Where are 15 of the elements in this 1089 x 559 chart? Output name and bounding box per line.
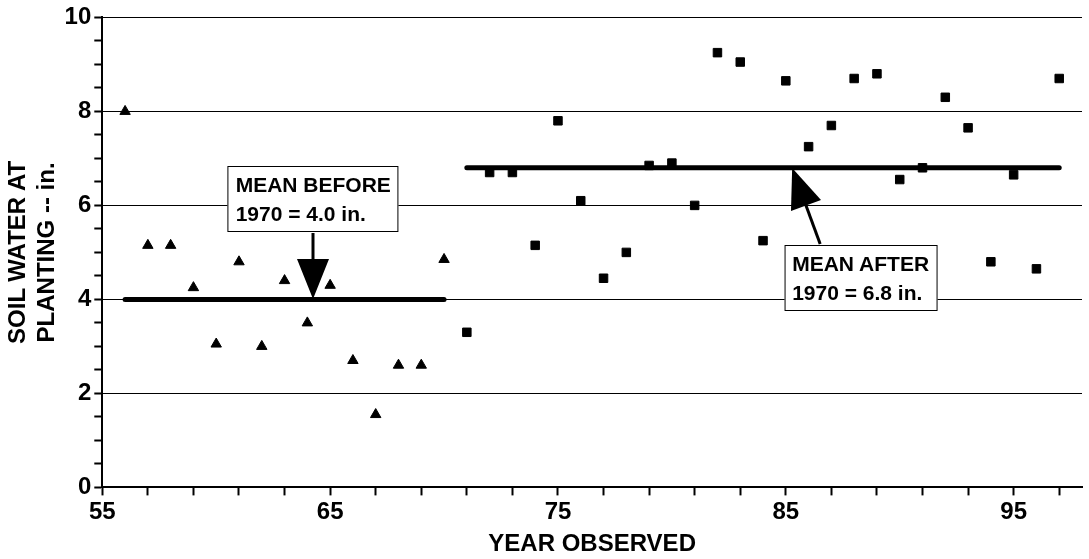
annotation: MEAN BEFORE 1970 = 4.0 in. — [227, 166, 399, 233]
y-tick-label: 10 — [64, 2, 92, 30]
y-tick-label: 2 — [77, 378, 92, 406]
x-axis-title: YEAR OBSERVED — [488, 529, 696, 557]
x-tick-label: 95 — [1000, 497, 1027, 525]
y-tick-label: 8 — [77, 96, 92, 124]
y-tick-label: 0 — [77, 472, 92, 500]
y-tick-label: 6 — [77, 190, 92, 218]
annotation: MEAN AFTER 1970 = 6.8 in. — [784, 244, 938, 311]
x-tick-label: 75 — [544, 497, 572, 525]
x-tick-label: 65 — [316, 497, 344, 525]
y-axis-title: SOIL WATER AT PLANTING -- in. — [3, 160, 59, 344]
x-tick-label: 55 — [88, 497, 116, 525]
x-tick-label: 85 — [772, 497, 800, 525]
y-tick-label: 4 — [77, 284, 92, 312]
